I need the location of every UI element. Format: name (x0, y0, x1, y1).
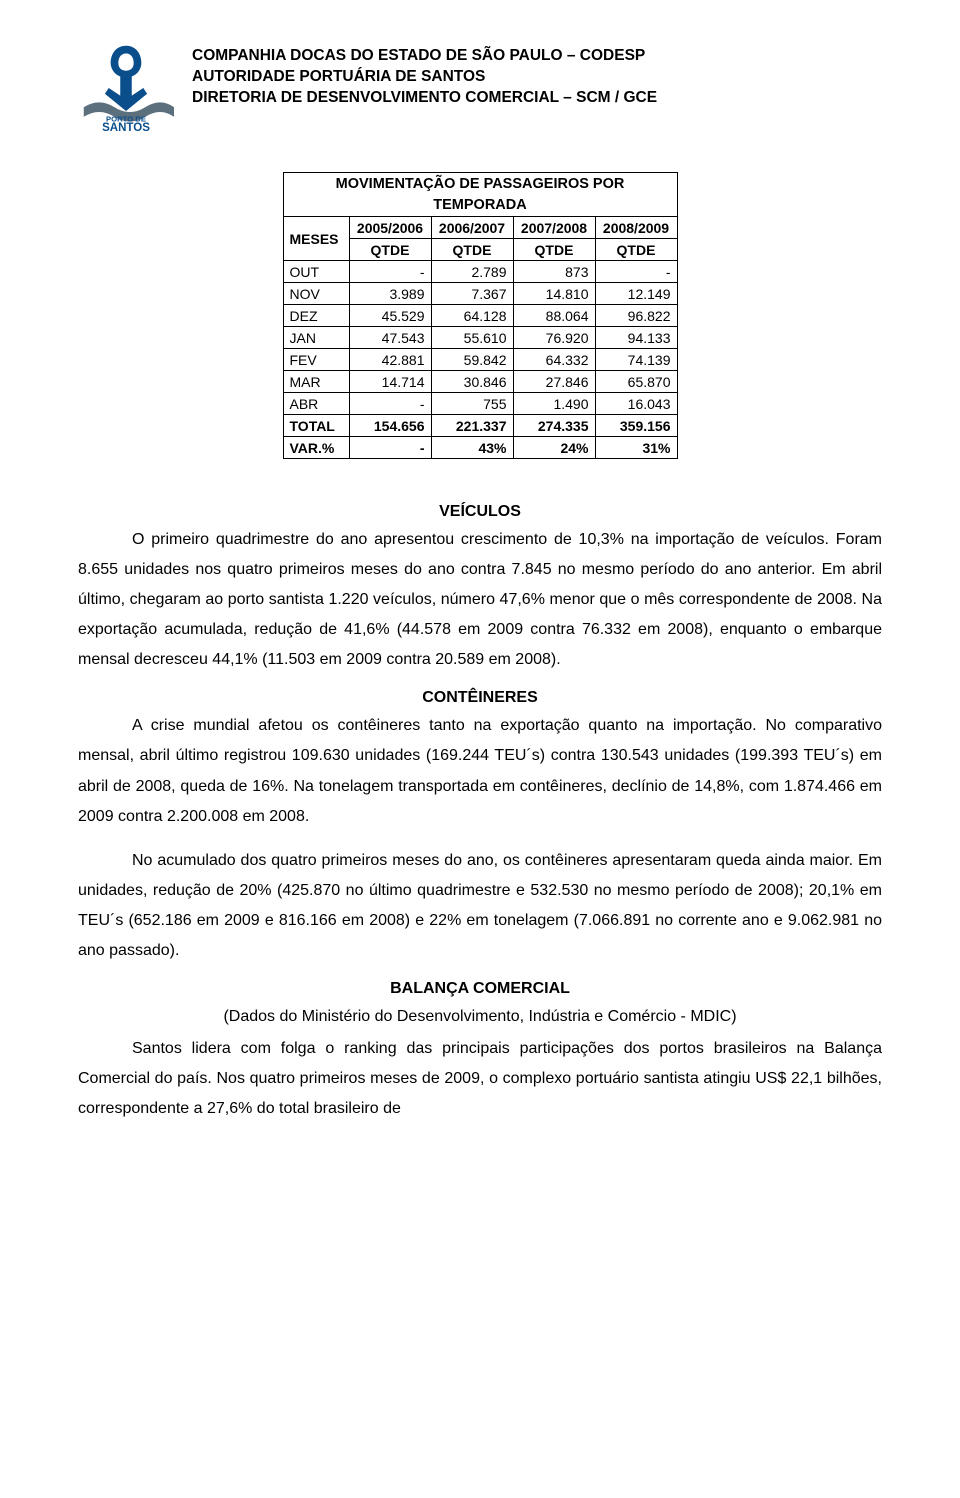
passenger-table-wrap: MOVIMENTAÇÃO DE PASSAGEIROS POR TEMPORAD… (78, 172, 882, 459)
org-line-2: AUTORIDADE PORTUÁRIA DE SANTOS (192, 67, 657, 88)
table-cell: 74.139 (595, 349, 677, 371)
table-row: TOTAL154.656221.337274.335359.156 (283, 415, 677, 437)
section-title-veiculos: VEÍCULOS (78, 503, 882, 521)
table-cell: 24% (513, 437, 595, 459)
section-title-conteineres: CONTÊINERES (78, 689, 882, 707)
table-cell: 30.846 (431, 371, 513, 393)
table-cell: 64.128 (431, 305, 513, 327)
table-cell: - (595, 261, 677, 283)
table-cell: 274.335 (513, 415, 595, 437)
col-season-3: 2008/2009 (595, 217, 677, 239)
table-cell: 64.332 (513, 349, 595, 371)
col-season-0: 2005/2006 (349, 217, 431, 239)
table-cell: 65.870 (595, 371, 677, 393)
table-cell: 2.789 (431, 261, 513, 283)
col-qtde-1: QTDE (431, 239, 513, 261)
col-season-2: 2007/2008 (513, 217, 595, 239)
table-row: VAR.%-43%24%31% (283, 437, 677, 459)
org-name-block: COMPANHIA DOCAS DO ESTADO DE SÃO PAULO –… (192, 40, 657, 109)
table-row: ABR-7551.49016.043 (283, 393, 677, 415)
org-line-3: DIRETORIA DE DESENVOLVIMENTO COMERCIAL –… (192, 88, 657, 109)
table-cell: 96.822 (595, 305, 677, 327)
table-cell: - (349, 261, 431, 283)
row-label: VAR.% (283, 437, 349, 459)
table-cell: - (349, 393, 431, 415)
porto-santos-logo: PORTO DE SANTOS (78, 40, 174, 136)
table-row: MAR14.71430.84627.84665.870 (283, 371, 677, 393)
table-cell: - (349, 437, 431, 459)
table-cell: 42.881 (349, 349, 431, 371)
passenger-table: MOVIMENTAÇÃO DE PASSAGEIROS POR TEMPORAD… (283, 172, 678, 459)
col-qtde-0: QTDE (349, 239, 431, 261)
balanca-subnote: (Dados do Ministério do Desenvolvimento,… (78, 1002, 882, 1032)
table-row: JAN47.54355.61076.92094.133 (283, 327, 677, 349)
table-cell: 47.543 (349, 327, 431, 349)
page: PORTO DE SANTOS COMPANHIA DOCAS DO ESTAD… (0, 0, 960, 1198)
logo-svg: PORTO DE SANTOS (78, 40, 174, 136)
table-cell: 1.490 (513, 393, 595, 415)
table-cell: 76.920 (513, 327, 595, 349)
table-row: FEV42.88159.84264.33274.139 (283, 349, 677, 371)
table-cell: 55.610 (431, 327, 513, 349)
col-qtde-3: QTDE (595, 239, 677, 261)
row-label: JAN (283, 327, 349, 349)
table-cell: 31% (595, 437, 677, 459)
col-meses: MESES (283, 217, 349, 261)
table-cell: 43% (431, 437, 513, 459)
row-label: NOV (283, 283, 349, 305)
table-row: NOV3.9897.36714.81012.149 (283, 283, 677, 305)
table-cell: 45.529 (349, 305, 431, 327)
table-cell: 154.656 (349, 415, 431, 437)
section-title-balanca: BALANÇA COMERCIAL (78, 980, 882, 998)
table-cell: 3.989 (349, 283, 431, 305)
table-cell: 12.149 (595, 283, 677, 305)
table-cell: 94.133 (595, 327, 677, 349)
balanca-paragraph-1: Santos lidera com folga o ranking das pr… (78, 1034, 882, 1124)
table-cell: 59.842 (431, 349, 513, 371)
veiculos-paragraph: O primeiro quadrimestre do ano apresento… (78, 525, 882, 675)
table-cell: 755 (431, 393, 513, 415)
table-title-line2: TEMPORADA (283, 195, 677, 217)
logo-main-text: SANTOS (102, 122, 150, 134)
row-label: TOTAL (283, 415, 349, 437)
table-row: DEZ45.52964.12888.06496.822 (283, 305, 677, 327)
table-cell: 14.714 (349, 371, 431, 393)
table-row: OUT-2.789873- (283, 261, 677, 283)
row-label: ABR (283, 393, 349, 415)
table-cell: 88.064 (513, 305, 595, 327)
table-cell: 873 (513, 261, 595, 283)
table-cell: 221.337 (431, 415, 513, 437)
conteineres-paragraph-1: A crise mundial afetou os contêineres ta… (78, 711, 882, 831)
table-title-line1: MOVIMENTAÇÃO DE PASSAGEIROS POR (283, 173, 677, 195)
table-cell: 359.156 (595, 415, 677, 437)
document-header: PORTO DE SANTOS COMPANHIA DOCAS DO ESTAD… (78, 40, 882, 136)
row-label: MAR (283, 371, 349, 393)
conteineres-paragraph-2: No acumulado dos quatro primeiros meses … (78, 846, 882, 966)
row-label: DEZ (283, 305, 349, 327)
row-label: OUT (283, 261, 349, 283)
col-season-1: 2006/2007 (431, 217, 513, 239)
table-cell: 7.367 (431, 283, 513, 305)
table-cell: 14.810 (513, 283, 595, 305)
col-qtde-2: QTDE (513, 239, 595, 261)
org-line-1: COMPANHIA DOCAS DO ESTADO DE SÃO PAULO –… (192, 46, 657, 67)
table-cell: 16.043 (595, 393, 677, 415)
table-cell: 27.846 (513, 371, 595, 393)
row-label: FEV (283, 349, 349, 371)
